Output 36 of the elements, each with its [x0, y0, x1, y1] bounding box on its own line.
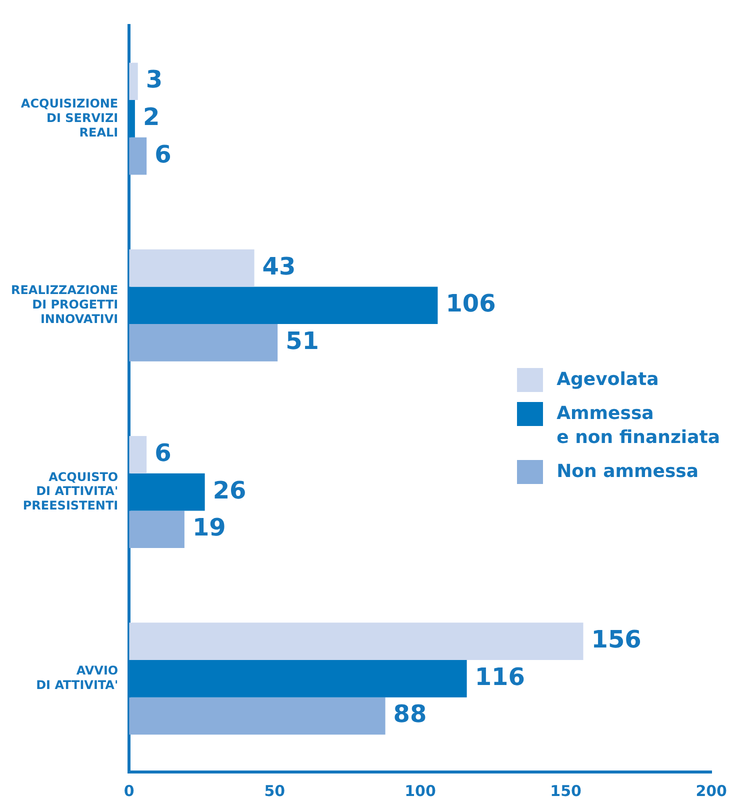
y-tick-label: ACQUISIZIONE DI SERVIZI REALI [20, 96, 118, 140]
data-label: 19 [192, 514, 226, 542]
bar [129, 62, 138, 100]
legend-label: Ammessa e non finanziata [556, 402, 720, 450]
x-tick-label: 0 [124, 782, 134, 800]
bar [129, 100, 135, 138]
data-label: 6 [154, 140, 172, 168]
bar [129, 697, 386, 735]
x-tick-label: 50 [264, 782, 286, 800]
bar [129, 510, 184, 548]
legend-label: Non ammessa [556, 460, 699, 484]
data-label: 2 [142, 102, 160, 131]
data-label: 116 [474, 662, 525, 691]
data-label: 88 [393, 700, 427, 728]
bar [129, 660, 467, 698]
y-tick-label: AVVIO DI ATTIVITA' [36, 664, 118, 692]
x-tick-label: 150 [550, 782, 582, 800]
data-label: 51 [286, 326, 320, 355]
bar [129, 324, 278, 362]
data-label: 106 [446, 290, 496, 318]
bar [129, 473, 205, 511]
legend-label: Agevolata [556, 368, 659, 392]
data-label: 26 [212, 476, 246, 504]
bar [129, 137, 147, 175]
bar [129, 249, 254, 287]
data-label: 6 [154, 438, 172, 467]
x-tick-label: 100 [404, 782, 436, 800]
bar [129, 436, 147, 474]
y-tick-label: ACQUISTO DI ATTIVITA' PREESISTENTI [22, 470, 118, 513]
x-tick-label: 200 [696, 782, 727, 800]
data-label: 3 [146, 66, 163, 94]
y-tick-label: REALIZZAZIONE DI PROGETTI INNOVATIVI [10, 283, 118, 326]
bar [129, 622, 584, 660]
data-label: 156 [591, 626, 642, 654]
data-label: 43 [262, 252, 296, 280]
bar [129, 286, 438, 324]
